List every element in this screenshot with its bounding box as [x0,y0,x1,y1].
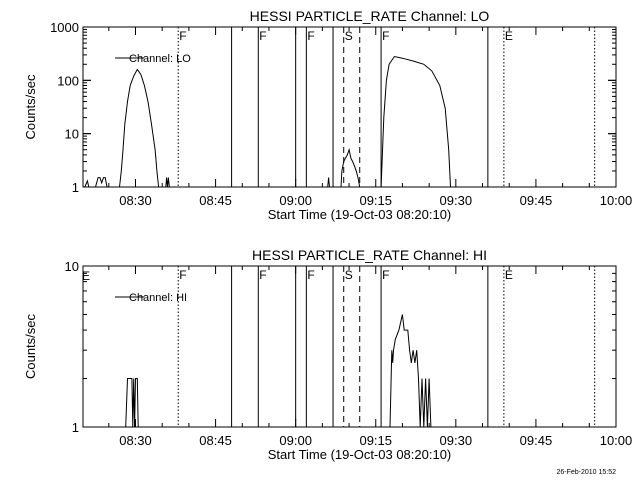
x-tick-label: 09:45 [520,433,553,448]
event-marker-label: F [307,268,314,282]
footer-timestamp: 26-Feb-2010 15:52 [556,469,616,476]
event-marker-label: F [179,29,186,43]
y-axis-label: Counts/sec [23,74,38,140]
event-marker-label: S [345,268,353,282]
y-tick-label: 100 [57,73,79,88]
chart-panel-2: HESSI PARTICLE_RATE Channel: HI 1 10 Counts… [23,247,632,462]
series-line [84,179,91,188]
x-tick-label: 09:30 [440,193,473,208]
x-tick-label: 09:00 [279,193,312,208]
series-line [119,68,160,188]
x-tick-label: 08:45 [199,193,232,208]
plot-frame [82,265,617,428]
event-marker-label: E [505,29,513,43]
x-tick-label: 09:15 [359,193,392,208]
x-axis-label: Start Time (19-Oct-03 08:20:10) [268,207,452,222]
series-line [340,147,361,188]
y-tick-label: 10 [65,127,79,142]
y-tick-label: 1 [72,420,79,435]
event-marker-label: S [345,29,353,43]
x-tick-label: 09:00 [279,433,312,448]
series-line [165,177,170,188]
event-marker-label: F [382,29,389,43]
x-axis-label: Start Time (19-Oct-03 08:20:10) [268,447,452,462]
legend-label: Channel: LO [129,53,191,65]
y-tick-label: 1000 [50,20,79,35]
event-marker-label: F [259,268,266,282]
x-tick-label: 10:00 [600,193,633,208]
x-tick-label: 10:00 [600,433,633,448]
x-tick-label: 09:30 [440,433,473,448]
x-tick-label: 09:45 [520,193,553,208]
event-marker-label: F [179,268,186,282]
edge-marker-label: E [82,269,90,283]
x-tick-label: 08:45 [199,433,232,448]
chart-panel-1: HESSI PARTICLE_RATE Channel: LO 1 10 100 100… [23,8,632,222]
event-marker-label: E [505,268,513,282]
event-marker-label: F [259,29,266,43]
event-marker-label: F [382,268,389,282]
series-line [125,378,139,428]
chart-title: HESSI PARTICLE_RATE Channel: LO [250,8,490,24]
series-line [327,177,330,188]
series-line [95,177,108,188]
y-tick-label: 10 [65,259,79,274]
plot-frame [82,26,617,188]
event-marker-label: F [307,29,314,43]
legend-label: Channel: HI [129,292,187,304]
x-tick-label: 09:15 [359,433,392,448]
y-tick-label: 1 [72,180,79,195]
series-line [380,55,451,188]
chart-title: HESSI PARTICLE_RATE Channel: HI [252,247,487,263]
y-axis-label: Counts/sec [23,313,38,379]
series-line [389,314,432,428]
x-tick-label: 08:30 [119,433,152,448]
x-tick-label: 08:30 [119,193,152,208]
